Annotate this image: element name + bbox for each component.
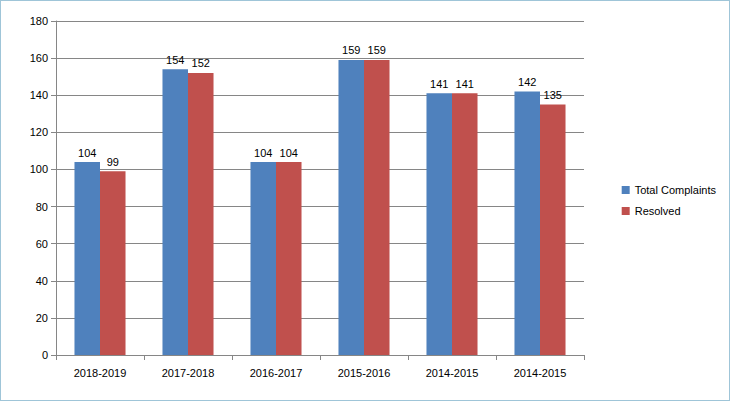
svg-text:135: 135 <box>544 89 562 101</box>
svg-text:40: 40 <box>36 275 48 287</box>
svg-text:99: 99 <box>107 156 119 168</box>
svg-text:2016-2017: 2016-2017 <box>250 367 303 379</box>
svg-text:104: 104 <box>78 147 96 159</box>
svg-text:140: 140 <box>30 89 48 101</box>
svg-text:2017-2018: 2017-2018 <box>162 367 215 379</box>
svg-text:100: 100 <box>30 163 48 175</box>
svg-text:2014-2015: 2014-2015 <box>514 367 567 379</box>
svg-text:160: 160 <box>30 52 48 64</box>
svg-text:2014-2015: 2014-2015 <box>426 367 479 379</box>
svg-text:2018-2019: 2018-2019 <box>74 367 127 379</box>
svg-text:142: 142 <box>518 76 536 88</box>
svg-text:159: 159 <box>342 44 360 56</box>
svg-text:Total Complaints: Total Complaints <box>635 184 717 196</box>
svg-text:104: 104 <box>254 147 272 159</box>
svg-text:154: 154 <box>166 54 184 66</box>
svg-text:20: 20 <box>36 312 48 324</box>
svg-text:180: 180 <box>30 15 48 27</box>
svg-text:60: 60 <box>36 238 48 250</box>
svg-text:80: 80 <box>36 201 48 213</box>
svg-text:Resolved: Resolved <box>635 205 681 217</box>
svg-text:104: 104 <box>280 147 298 159</box>
svg-text:141: 141 <box>430 78 448 90</box>
svg-text:141: 141 <box>456 78 474 90</box>
svg-text:152: 152 <box>192 57 210 69</box>
svg-text:0: 0 <box>42 349 48 361</box>
svg-text:2015-2016: 2015-2016 <box>338 367 391 379</box>
svg-text:159: 159 <box>368 44 386 56</box>
svg-text:120: 120 <box>30 126 48 138</box>
